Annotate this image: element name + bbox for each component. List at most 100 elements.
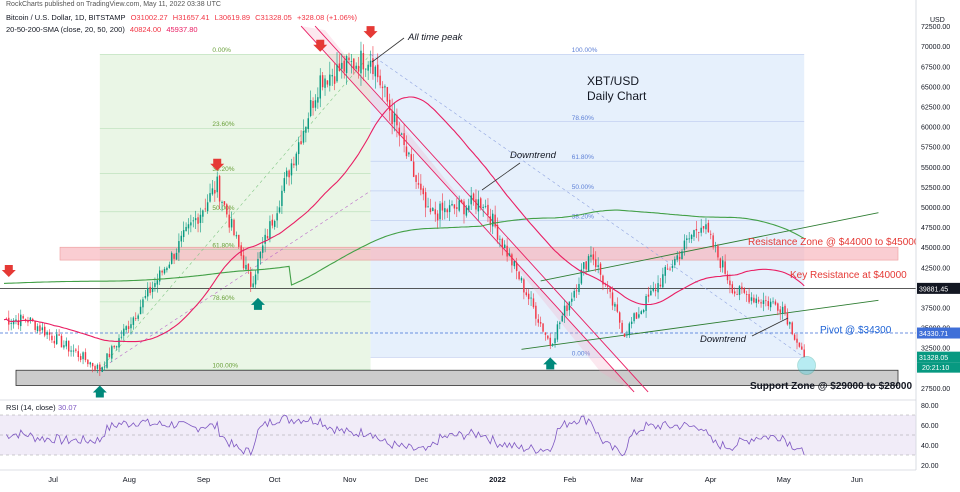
candle-body [79, 356, 82, 360]
candle-body [666, 268, 669, 270]
candle-body [645, 296, 647, 311]
candle-body [247, 263, 250, 271]
fib-diagonal-green [99, 54, 371, 370]
candle-body [84, 352, 87, 361]
candle-body [163, 268, 166, 274]
candle-body [599, 263, 602, 275]
price-tick-label: 72500.00 [921, 24, 950, 31]
fib-right-label: 0.00% [572, 350, 591, 357]
sma50-value: 45937.80 [166, 25, 198, 34]
price-tick-label: 67500.00 [921, 64, 950, 71]
candle-body [765, 300, 767, 302]
candle-body [53, 340, 56, 344]
candle-body [353, 58, 355, 70]
candle-body [101, 367, 103, 373]
annotation-downtrend1-pointer [481, 162, 521, 191]
candle-body [515, 262, 518, 272]
candle-body [729, 280, 731, 286]
candle-body [592, 254, 595, 260]
candle-body [44, 326, 46, 336]
candle-body [319, 75, 321, 99]
annotation-ath-pointer [371, 37, 405, 63]
candle-body [51, 335, 53, 341]
candle-body [695, 228, 698, 231]
candle-body [355, 65, 357, 69]
candle-body [125, 326, 127, 330]
candle-body [513, 261, 516, 267]
candle-body [297, 142, 300, 155]
candle-body [87, 359, 89, 365]
symbol-legend[interactable]: Bitcoin / U.S. Dollar, 1D, BITSTAMP O310… [6, 13, 360, 22]
rsi-tick-label: 60.00 [921, 423, 939, 430]
candle-body [798, 342, 801, 347]
candle-body [472, 193, 475, 201]
candle-body [156, 280, 159, 285]
candle-body [137, 315, 139, 319]
candle-body [607, 285, 609, 287]
candle-body [427, 206, 429, 208]
candle-body [226, 204, 228, 215]
candle-body [630, 321, 633, 325]
candle-body [573, 290, 575, 298]
ohlc-high: H31657.41 [172, 13, 210, 22]
candle-body [29, 317, 32, 322]
candle-body [511, 254, 513, 266]
price-tag-39881: 39881.45 [919, 286, 948, 293]
annotation-ath: All time peak [407, 32, 464, 43]
candle-body [135, 318, 137, 319]
rsi-panel-bg [0, 400, 916, 470]
candle-body [719, 258, 722, 268]
annotation-pivot: Pivot @ $34300 [820, 325, 892, 336]
candle-body [192, 220, 194, 222]
candle-body [173, 254, 175, 259]
candle-body [671, 265, 674, 268]
candle-body [640, 311, 643, 315]
candle-body [563, 305, 566, 316]
time-tick-label: Jul [48, 475, 58, 484]
candle-body [46, 332, 48, 335]
fib-left-label: 23.60% [212, 121, 234, 128]
candle-body [132, 317, 135, 325]
candle-body [48, 332, 51, 335]
candle-body [307, 118, 309, 129]
candle-body [302, 130, 305, 143]
candle-body [89, 362, 91, 365]
fib-right-label: 38.20% [572, 214, 594, 221]
time-tick-label: Feb [563, 475, 576, 484]
candle-body [446, 209, 448, 213]
price-tick-label: 57500.00 [921, 145, 950, 152]
candle-body [779, 309, 781, 313]
candle-body [341, 62, 343, 69]
price-tick-label: 70000.00 [921, 44, 950, 51]
candle-body [170, 252, 173, 264]
candle-body [714, 245, 717, 247]
candle-body [305, 126, 307, 133]
candle-body [664, 266, 666, 276]
price-tag-39881-bg [917, 282, 960, 294]
candle-body [669, 268, 671, 270]
candle-body [700, 227, 702, 233]
candle-body [266, 236, 269, 239]
candle-body [326, 80, 329, 85]
candle-body [329, 74, 331, 86]
candle-body [468, 205, 470, 210]
candle-body [264, 234, 266, 244]
candle-body [273, 220, 276, 227]
candle-body [400, 133, 403, 135]
candle-body [618, 312, 621, 323]
candle-body [803, 349, 805, 358]
candle-body [707, 222, 710, 233]
up-arrow-marker [250, 297, 265, 310]
candle-body [5, 318, 8, 320]
sma-legend[interactable]: 20-50-200-SMA (close, 20, 50, 200) 40824… [6, 25, 201, 34]
candle-body [614, 303, 616, 307]
annotation-downtrend2-pointer [751, 317, 789, 337]
candle-body [503, 244, 506, 249]
down-arrow-marker [363, 26, 378, 39]
price-tick-label: 30000.00 [921, 366, 950, 373]
candle-body [362, 53, 365, 70]
price-tick-label: 47500.00 [921, 225, 950, 232]
time-tick-label: Nov [343, 475, 357, 484]
candle-body [70, 350, 72, 352]
